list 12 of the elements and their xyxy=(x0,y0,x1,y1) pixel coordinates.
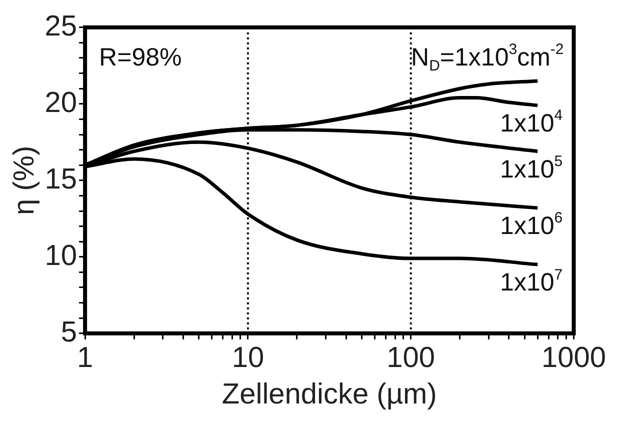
y-tick-label: 5 xyxy=(60,316,78,348)
x-axis-title: Zellendicke (µm) xyxy=(222,378,437,411)
x-tick-label: 10 xyxy=(232,342,264,374)
y-tick-label: 15 xyxy=(44,163,78,196)
y-axis-title: η (%) xyxy=(8,146,40,216)
annotation: R=98% xyxy=(99,43,182,72)
y-tick-label: 20 xyxy=(44,86,78,119)
y-tick-label: 10 xyxy=(44,240,78,272)
x-tick-label: 100 xyxy=(386,342,436,374)
y-tick-label: 25 xyxy=(44,10,78,42)
x-tick-label: 1000 xyxy=(541,342,606,374)
x-tick-label: 1 xyxy=(76,342,94,374)
